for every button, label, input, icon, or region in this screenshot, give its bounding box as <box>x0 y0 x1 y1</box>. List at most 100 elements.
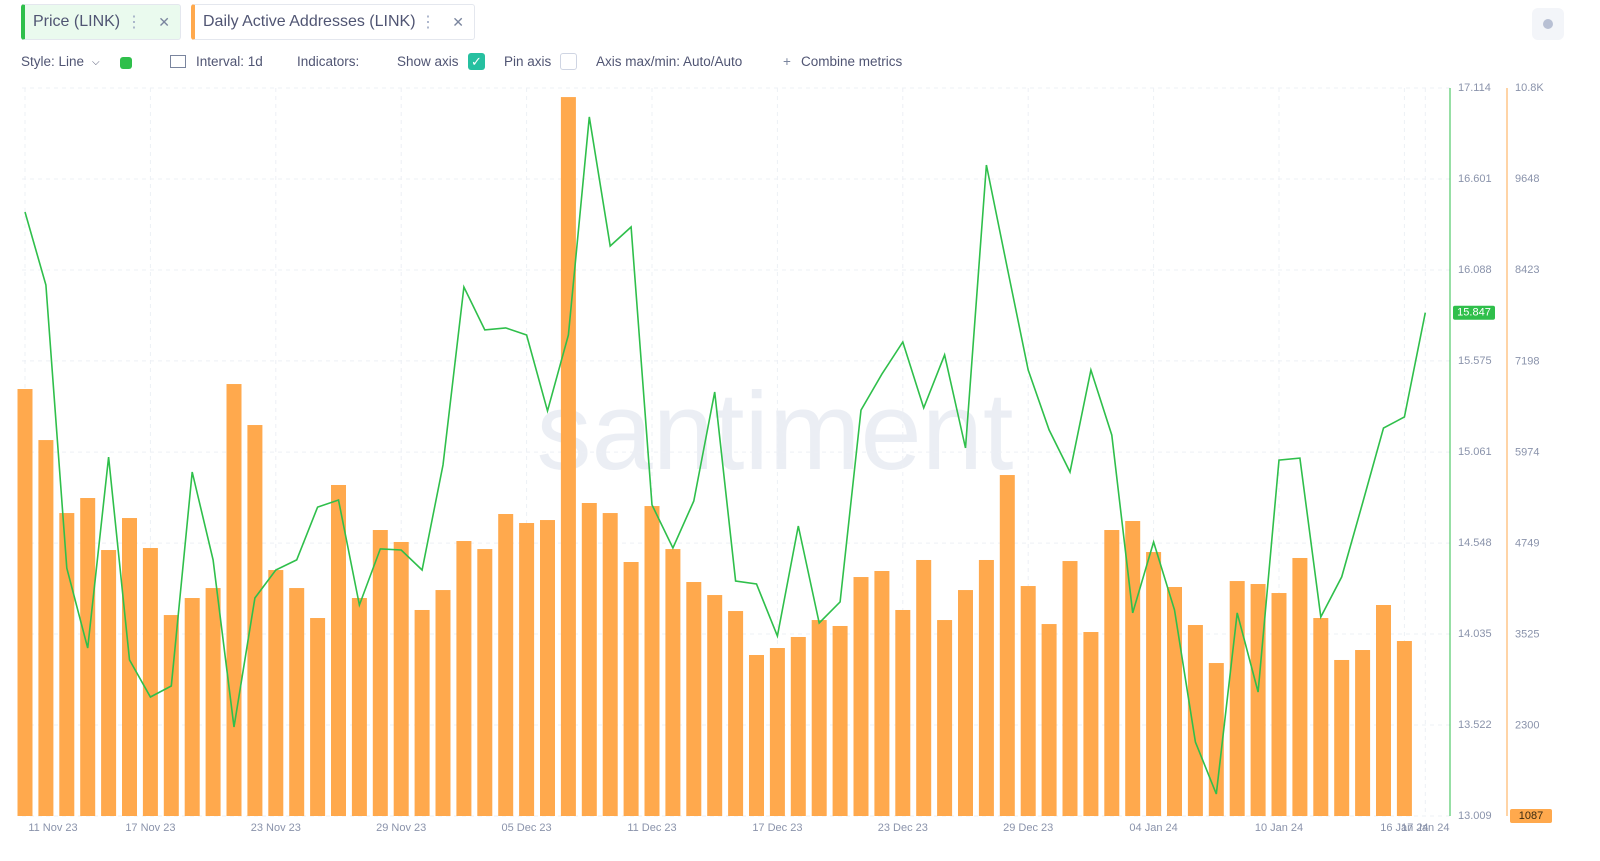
bar <box>623 561 639 816</box>
bar <box>602 513 618 816</box>
bar <box>769 648 785 816</box>
y2-tick-label: 2300 <box>1515 720 1539 732</box>
x-tick-label: 04 Jan 24 <box>1129 822 1177 834</box>
watermark: santiment <box>537 370 1014 493</box>
x-tick-label: 11 Nov 23 <box>28 822 77 834</box>
tab-price[interactable]: Price (LINK) ⋮ ✕ <box>21 4 181 40</box>
style-control[interactable]: Style: Line <box>21 54 85 69</box>
bar <box>393 541 409 816</box>
bar <box>1376 605 1391 816</box>
bar <box>498 514 514 816</box>
bar <box>1020 586 1036 816</box>
x-tick-label: 05 Dec 23 <box>502 822 552 834</box>
x-tick-label: 17 Jan 24 <box>1401 822 1449 834</box>
bar <box>1146 552 1162 816</box>
show-axis-label: Show axis <box>397 54 459 69</box>
y2-tick-label: 4749 <box>1515 537 1539 549</box>
bar <box>999 475 1015 816</box>
bar <box>289 588 305 816</box>
interval-control[interactable]: Interval: 1d <box>196 54 263 69</box>
current-value-tag <box>1453 305 1495 320</box>
bar <box>1313 618 1329 816</box>
current-value-label: 1087 <box>1519 810 1543 822</box>
y-tick-label: 13.522 <box>1458 719 1492 731</box>
current-value-tag <box>1510 809 1552 823</box>
bar <box>80 498 96 816</box>
y-tick-label: 15.061 <box>1458 446 1492 458</box>
pin-axis-checkbox[interactable] <box>560 53 577 70</box>
bar <box>1208 663 1224 816</box>
bar <box>477 549 493 816</box>
close[interactable]: ✕ <box>158 13 170 30</box>
bar <box>540 520 555 816</box>
bar <box>1396 641 1412 816</box>
bar <box>205 588 221 816</box>
x-tick-label: 17 Nov 23 <box>125 822 175 834</box>
y2-tick-label: 7198 <box>1515 355 1539 367</box>
combine-metrics[interactable]: Combine metrics <box>801 54 903 69</box>
close[interactable]: ✕ <box>452 13 464 30</box>
pin-axis-label: Pin axis <box>504 54 552 69</box>
bar <box>1250 584 1266 816</box>
tab-addresses[interactable]: Daily Active Addresses (LINK) ⋮ ✕ <box>191 4 475 40</box>
bar <box>38 440 54 816</box>
grid <box>22 87 1450 817</box>
bar <box>1041 624 1057 816</box>
chevron: ⌵ <box>92 57 100 68</box>
bar <box>142 548 158 816</box>
bar <box>351 598 367 816</box>
bar <box>978 559 994 816</box>
bar <box>1229 581 1245 816</box>
bar <box>644 506 660 816</box>
bar <box>749 654 764 816</box>
x-tick-label: 16 Jan 24 <box>1380 822 1428 834</box>
bar <box>247 425 263 816</box>
menu[interactable]: ⋮ <box>420 14 436 31</box>
bar <box>853 577 869 816</box>
y2-tick-label: 8423 <box>1515 264 1539 276</box>
y-tick-label: 16.601 <box>1458 173 1492 185</box>
bar <box>1187 625 1203 816</box>
bar <box>101 550 117 816</box>
bar <box>310 618 326 816</box>
axis-minmax-control[interactable]: Axis max/min: Auto/Auto <box>596 54 743 69</box>
bar <box>184 598 200 816</box>
y2-tick-label: 10.8K <box>1515 82 1544 94</box>
bar <box>1104 530 1120 816</box>
bar <box>163 615 179 816</box>
bar <box>414 609 430 816</box>
bar <box>560 97 576 816</box>
y-tick-label: 15.575 <box>1458 355 1492 367</box>
y2-tick-label: 3525 <box>1515 629 1539 641</box>
interval-icon <box>170 55 186 68</box>
tab-label: Daily Active Addresses (LINK) <box>203 13 416 30</box>
x-tick-label: 11 Dec 23 <box>627 822 676 834</box>
x-tick-label: 10 Jan 24 <box>1255 822 1303 834</box>
y-tick-label: 14.035 <box>1458 628 1492 640</box>
show-axis-checkbox[interactable]: ✓ <box>468 53 485 70</box>
bar <box>958 590 973 816</box>
bar <box>226 384 242 816</box>
bar <box>17 389 33 816</box>
bar <box>59 513 75 816</box>
bar <box>665 549 681 816</box>
current-value-label: 15.847 <box>1457 307 1491 319</box>
bar <box>1355 650 1371 816</box>
bar <box>686 582 702 816</box>
plus-icon: + <box>783 54 791 69</box>
x-tick-label: 23 Nov 23 <box>251 822 301 834</box>
bar <box>372 530 388 816</box>
bar <box>331 484 346 816</box>
y-tick-label: 14.548 <box>1458 537 1492 549</box>
bar <box>811 620 827 816</box>
menu[interactable]: ⋮ <box>126 14 142 31</box>
bar <box>435 590 451 816</box>
color-picker[interactable] <box>120 57 132 69</box>
bar <box>456 541 472 816</box>
indicators-control[interactable]: Indicators: <box>297 54 360 69</box>
bar <box>707 595 723 816</box>
settings-button[interactable] <box>1532 8 1564 40</box>
y-tick-label: 16.088 <box>1458 264 1492 276</box>
